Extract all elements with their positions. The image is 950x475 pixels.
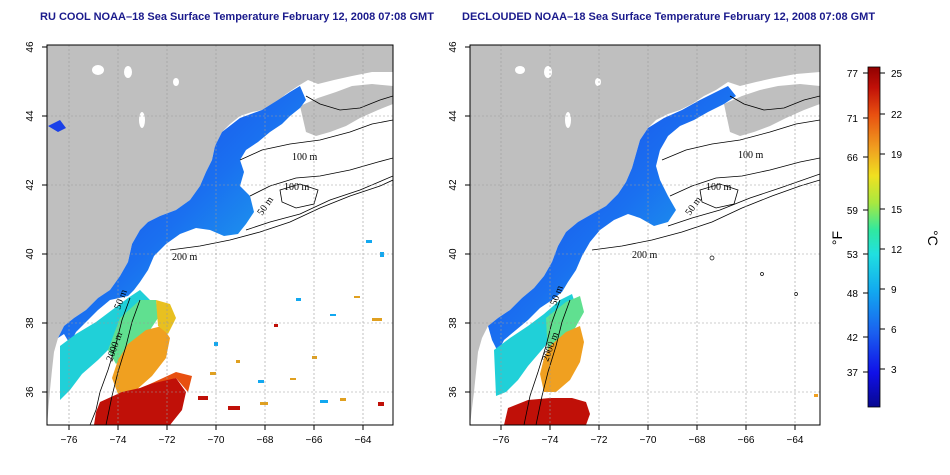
- colorbar-tick-f: 77: [847, 69, 859, 80]
- lat-tick-label: 42: [25, 179, 36, 191]
- isobath-label-100m: 100 m: [292, 152, 318, 163]
- lat-tick-label: 36: [25, 386, 36, 398]
- isobath-label-50m: 50 m: [255, 195, 276, 218]
- right-map-frame: [469, 44, 821, 426]
- lat-tick-label: 44: [448, 110, 459, 122]
- colorbar-gradient: [867, 66, 881, 408]
- colorbar-tick-c: 22: [891, 110, 903, 121]
- lon-tick-label: −76: [493, 435, 510, 446]
- isobath-label-100m: 100 m: [706, 182, 732, 193]
- lon-tick-label: −72: [591, 435, 608, 446]
- lat-tick-label: 40: [448, 248, 459, 260]
- colorbar-tick-c: 15: [891, 205, 903, 216]
- lon-tick-label: −70: [640, 435, 657, 446]
- colorbar-tick-f: 42: [847, 333, 859, 344]
- lat-tick-label: 38: [448, 317, 459, 329]
- lon-tick-label: −66: [738, 435, 755, 446]
- left-map-panel: 100 m 100 m 50 m 200 m 50 m 2000 m: [25, 41, 394, 446]
- lon-tick-label: −70: [208, 435, 225, 446]
- colorbar-tick-f: 53: [847, 250, 859, 261]
- lat-tick-label: 42: [448, 179, 459, 191]
- land-mass: [470, 45, 820, 425]
- colorbar-tick-f: 37: [847, 368, 859, 379]
- lon-tick-label: −66: [306, 435, 323, 446]
- colorbar-tick-c: 6: [891, 325, 897, 336]
- isobath-label-100m: 100 m: [284, 182, 310, 193]
- colorbar-tick-c: 19: [891, 150, 903, 161]
- lon-tick-label: −76: [61, 435, 78, 446]
- colorbar-tick-f: 48: [847, 289, 859, 300]
- lat-tick-label: 38: [25, 317, 36, 329]
- temperature-colorbar: 77 71 66 59 53 48 42 37 25 22 19 15 12 9…: [829, 66, 941, 408]
- isobath-label-100m: 100 m: [738, 150, 764, 161]
- lon-tick-label: −72: [159, 435, 176, 446]
- lon-tick-label: −64: [355, 435, 372, 446]
- colorbar-tick-c: 12: [891, 245, 903, 256]
- colorbar-tick-f: 71: [847, 114, 859, 125]
- left-panel-title: RU COOL NOAA–18 Sea Surface Temperature …: [40, 11, 434, 23]
- lat-tick-label: 44: [25, 110, 36, 122]
- lat-tick-label: 36: [448, 386, 459, 398]
- isobath-label-200m: 200 m: [632, 250, 658, 261]
- colorbar-tick-c: 9: [891, 285, 897, 296]
- lon-tick-label: −74: [542, 435, 559, 446]
- colorbar-tick-f: 59: [847, 206, 859, 217]
- colorbar-tick-f: 66: [847, 153, 859, 164]
- colorbar-unit-celsius: °C: [925, 230, 941, 246]
- isobath-label-200m: 200 m: [172, 252, 198, 263]
- lon-tick-label: −68: [689, 435, 706, 446]
- colorbar-tick-c: 25: [891, 69, 903, 80]
- lon-tick-label: −74: [110, 435, 127, 446]
- lon-tick-label: −68: [257, 435, 274, 446]
- lat-tick-label: 46: [25, 41, 36, 53]
- right-panel-title: DECLOUDED NOAA–18 Sea Surface Temperatur…: [462, 11, 876, 23]
- land-mass: [47, 45, 393, 425]
- cold-shelf-water: [58, 86, 306, 344]
- colorbar-unit-fahrenheit: °F: [829, 231, 845, 245]
- lon-tick-label: −64: [787, 435, 804, 446]
- colorbar-tick-c: 3: [891, 365, 897, 376]
- lat-tick-label: 46: [448, 41, 459, 53]
- right-map-panel: 100 m 100 m 50 m 200 m 50 m 2000 m: [448, 41, 821, 446]
- left-map-frame: [46, 44, 394, 426]
- lat-tick-label: 40: [25, 248, 36, 260]
